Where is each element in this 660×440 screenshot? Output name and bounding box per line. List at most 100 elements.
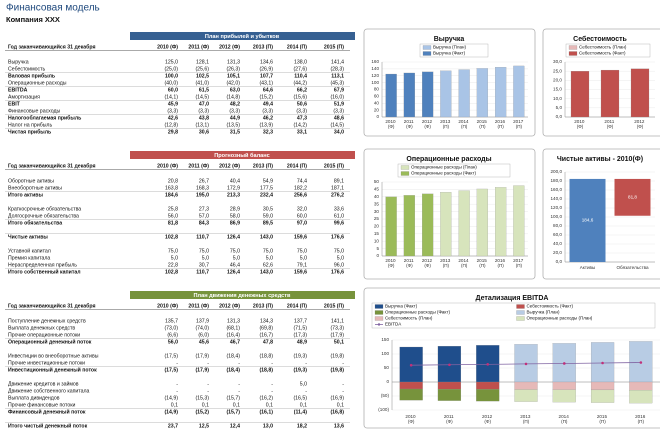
- cell: (17,9): [195, 353, 209, 359]
- cell: 29,8: [168, 129, 178, 135]
- cell: 61,5: [199, 87, 209, 93]
- cell: -: [207, 360, 209, 366]
- y-tick-label: 80,0: [553, 223, 562, 228]
- column-header: 2015 (П): [324, 44, 344, 50]
- legend-label: Выручка (План): [527, 310, 560, 315]
- column-header: 2014 (П): [287, 303, 307, 309]
- bar: [399, 381, 423, 390]
- cell: -: [207, 388, 209, 394]
- y-tick-label: 40,0: [553, 241, 562, 246]
- cell: (3,3): [167, 108, 178, 114]
- row-label: Долгосрочные обязательства: [8, 213, 79, 219]
- cell: (3,3): [262, 108, 273, 114]
- cell: 45,9: [168, 101, 178, 107]
- cell: 75,0: [334, 248, 344, 254]
- section-bar: [130, 32, 355, 40]
- point: [601, 361, 604, 365]
- cell: 5,0: [300, 255, 307, 261]
- cell: 176,6: [331, 269, 344, 275]
- cell: 75,0: [199, 248, 209, 254]
- cell: 51,9: [334, 101, 344, 107]
- x-tick-label: 2010 (Ф): [385, 119, 397, 129]
- section-bar: [130, 151, 355, 159]
- page-title: Финансовая модель: [6, 3, 100, 14]
- cell: 22,8: [168, 262, 178, 268]
- cell: 50,1: [334, 339, 344, 345]
- bar: [590, 389, 615, 403]
- cell: 5,0: [337, 255, 344, 261]
- cell: -: [271, 388, 273, 394]
- legend-label: Операционные расходы (Факт): [411, 171, 476, 176]
- cell: 32,3: [263, 129, 273, 135]
- cell: 45,6: [199, 339, 209, 345]
- y-tick-label: 100: [381, 351, 389, 356]
- cell: 62,6: [263, 262, 273, 268]
- cell: (41,0): [195, 80, 209, 86]
- y-tick-label: 10: [374, 238, 380, 243]
- column-header: 2012 (Ф): [219, 303, 240, 309]
- cell: (13,9): [259, 122, 273, 128]
- cell: 60,0: [297, 213, 307, 219]
- y-tick-label: 50: [384, 365, 390, 370]
- cell: 79,1: [297, 262, 307, 268]
- x-tick-label: Обязательства: [616, 265, 648, 270]
- cell: (16,4): [226, 332, 240, 338]
- bar: [458, 190, 470, 257]
- y-tick-label: 20: [374, 224, 380, 229]
- cell: 126,4: [227, 234, 240, 240]
- cell: 49,4: [263, 101, 273, 107]
- cell: 48,6: [334, 115, 344, 121]
- cell: (25,0): [164, 66, 178, 72]
- bar: [385, 73, 397, 118]
- cell: 75,0: [230, 248, 240, 254]
- row-label: Налог на прибыль: [8, 122, 52, 128]
- cell: (15,7): [226, 409, 240, 415]
- cell: 97,0: [297, 220, 307, 226]
- x-tick-label: 2013 (П): [440, 258, 452, 268]
- legend-swatch: [568, 51, 578, 56]
- cell: 42,6: [168, 115, 178, 121]
- row-label: Поступление денежных средств: [8, 318, 86, 324]
- cell: (68,1): [226, 325, 240, 331]
- cell: (16,9): [330, 395, 344, 401]
- cell: 0,1: [202, 402, 209, 408]
- cell: (45,3): [330, 80, 344, 86]
- cell: -: [342, 360, 344, 366]
- cell: 12,4: [230, 423, 240, 429]
- row-label: Финансовый денежный поток: [8, 408, 86, 415]
- cell: (16,0): [330, 94, 344, 100]
- y-tick-label: 40: [374, 100, 380, 105]
- x-tick-label: 2011 (Ф): [444, 414, 455, 424]
- legend-box: [565, 43, 651, 58]
- cell: (73,3): [330, 325, 344, 331]
- cell: (6,6): [167, 332, 178, 338]
- chart-title: Выручка: [434, 36, 465, 43]
- row-label: Прочие финансовые потоки: [8, 402, 75, 408]
- row-label: Премия капитала: [8, 255, 50, 261]
- bar: [385, 196, 397, 257]
- cell: 5,0: [266, 255, 273, 261]
- cell: 13,0: [263, 423, 273, 429]
- column-header: 2014 (П): [287, 163, 307, 169]
- row-label: Движение кредитов и займов: [8, 380, 79, 387]
- x-tick-label: 2015 (П): [477, 258, 489, 268]
- y-tick-label: 20,0: [553, 78, 562, 83]
- cell: 84,3: [199, 220, 209, 226]
- point: [409, 363, 413, 367]
- legend-swatch: [422, 45, 432, 50]
- x-tick-label: 2012 (Ф): [634, 119, 646, 129]
- cell: (26,3): [226, 66, 240, 72]
- cell: 110,7: [196, 269, 209, 275]
- cell: 100,0: [165, 73, 178, 79]
- cell: 5,0: [202, 255, 209, 261]
- cell: -: [176, 360, 178, 366]
- cell: 141,1: [331, 318, 344, 324]
- cell: 143,0: [260, 234, 273, 240]
- legend-swatch: [400, 165, 410, 170]
- section-title: План прибылей и убытков: [205, 33, 280, 40]
- row-label: Внеоборотные активы: [8, 185, 62, 191]
- y-tick-label: 5,0: [556, 105, 563, 110]
- cell: -: [176, 381, 178, 387]
- cell: 50,6: [297, 101, 307, 107]
- cell: 102,8: [165, 269, 178, 275]
